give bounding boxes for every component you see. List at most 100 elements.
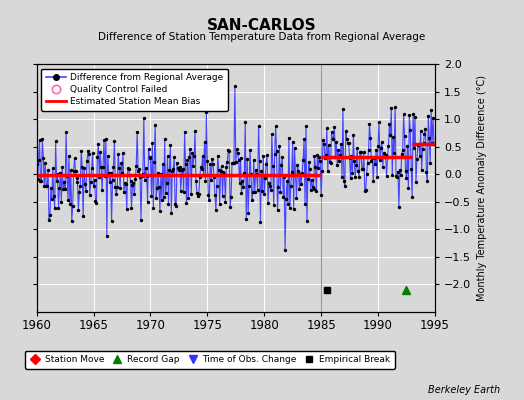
Point [105, 170, 113, 176]
Point [418, 146, 427, 152]
Point [309, 184, 317, 190]
Point [90, 183, 98, 190]
Point [268, 131, 276, 138]
Point [35, 137, 43, 143]
Point [136, 174, 144, 180]
Point [222, 164, 231, 170]
Point [237, 190, 246, 196]
Point [266, 183, 274, 190]
Point [103, 233, 111, 239]
Point [213, 182, 221, 189]
Point [353, 145, 362, 151]
Point [317, 191, 325, 198]
Point [376, 157, 384, 164]
Point [84, 148, 92, 155]
Point [231, 83, 239, 89]
Point [287, 182, 295, 189]
Point [301, 201, 309, 207]
Point [260, 190, 268, 197]
Point [430, 141, 438, 147]
Point [141, 165, 150, 172]
Point [235, 180, 244, 186]
Point [57, 199, 66, 205]
Point [173, 160, 181, 166]
Point [244, 210, 253, 216]
Point [160, 136, 169, 143]
Point [118, 170, 126, 176]
Point [123, 206, 131, 212]
Point [377, 145, 385, 152]
Point [135, 166, 143, 172]
Point [342, 128, 350, 134]
Text: Difference of Station Temperature Data from Regional Average: Difference of Station Temperature Data f… [99, 32, 425, 42]
Point [165, 201, 173, 207]
Point [134, 168, 143, 174]
Point [325, 159, 334, 166]
Point [392, 173, 400, 180]
Point [194, 193, 202, 199]
Point [337, 141, 345, 147]
Point [394, 168, 402, 175]
Point [407, 165, 416, 172]
Point [344, 140, 353, 146]
Point [111, 184, 119, 190]
Point [351, 174, 359, 180]
Point [348, 170, 357, 176]
Point [357, 149, 365, 155]
Point [419, 140, 428, 146]
Point [66, 200, 74, 207]
Point [322, 152, 330, 158]
Point [409, 111, 417, 118]
Point [372, 147, 380, 154]
Point [406, 127, 414, 134]
Point [80, 165, 88, 171]
Text: Berkeley Earth: Berkeley Earth [428, 385, 500, 395]
Point [192, 178, 200, 184]
Point [246, 147, 254, 153]
Point [153, 185, 161, 192]
Point [116, 184, 124, 191]
Point [214, 152, 222, 159]
Point [38, 136, 47, 142]
Point [34, 175, 42, 182]
Point [429, 115, 437, 122]
Point [263, 152, 271, 158]
Point [131, 176, 139, 182]
Point [127, 205, 136, 211]
Point [195, 174, 204, 180]
Point [208, 156, 216, 162]
Point [199, 153, 207, 159]
Point [71, 168, 80, 174]
Point [323, 125, 331, 131]
Point [340, 178, 348, 184]
Point [245, 183, 253, 190]
Point [271, 123, 280, 130]
Point [67, 167, 75, 174]
Point [314, 165, 322, 172]
Point [421, 126, 430, 132]
Point [126, 178, 135, 184]
Point [104, 153, 112, 160]
Point [283, 178, 291, 184]
Point [236, 154, 245, 161]
Point [210, 174, 218, 180]
Point [59, 186, 68, 192]
Point [207, 177, 215, 184]
Point [364, 160, 372, 166]
Point [90, 176, 99, 183]
Point [89, 150, 97, 156]
Point [132, 163, 140, 169]
Point [428, 140, 436, 146]
Point [387, 105, 396, 111]
Point [234, 157, 243, 164]
Point [114, 151, 123, 157]
Point [393, 174, 401, 180]
Point [53, 170, 62, 177]
Point [309, 186, 318, 192]
Point [102, 136, 110, 142]
Point [202, 109, 211, 116]
Point [310, 152, 319, 159]
Point [41, 160, 49, 166]
Point [424, 113, 432, 119]
Point [48, 196, 56, 202]
